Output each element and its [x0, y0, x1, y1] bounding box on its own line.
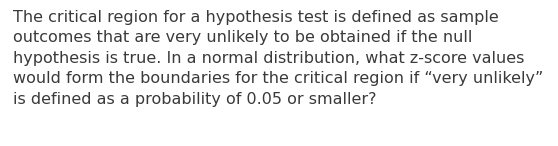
Text: The critical region for a hypothesis test is defined as sample
outcomes that are: The critical region for a hypothesis tes…: [13, 10, 543, 107]
